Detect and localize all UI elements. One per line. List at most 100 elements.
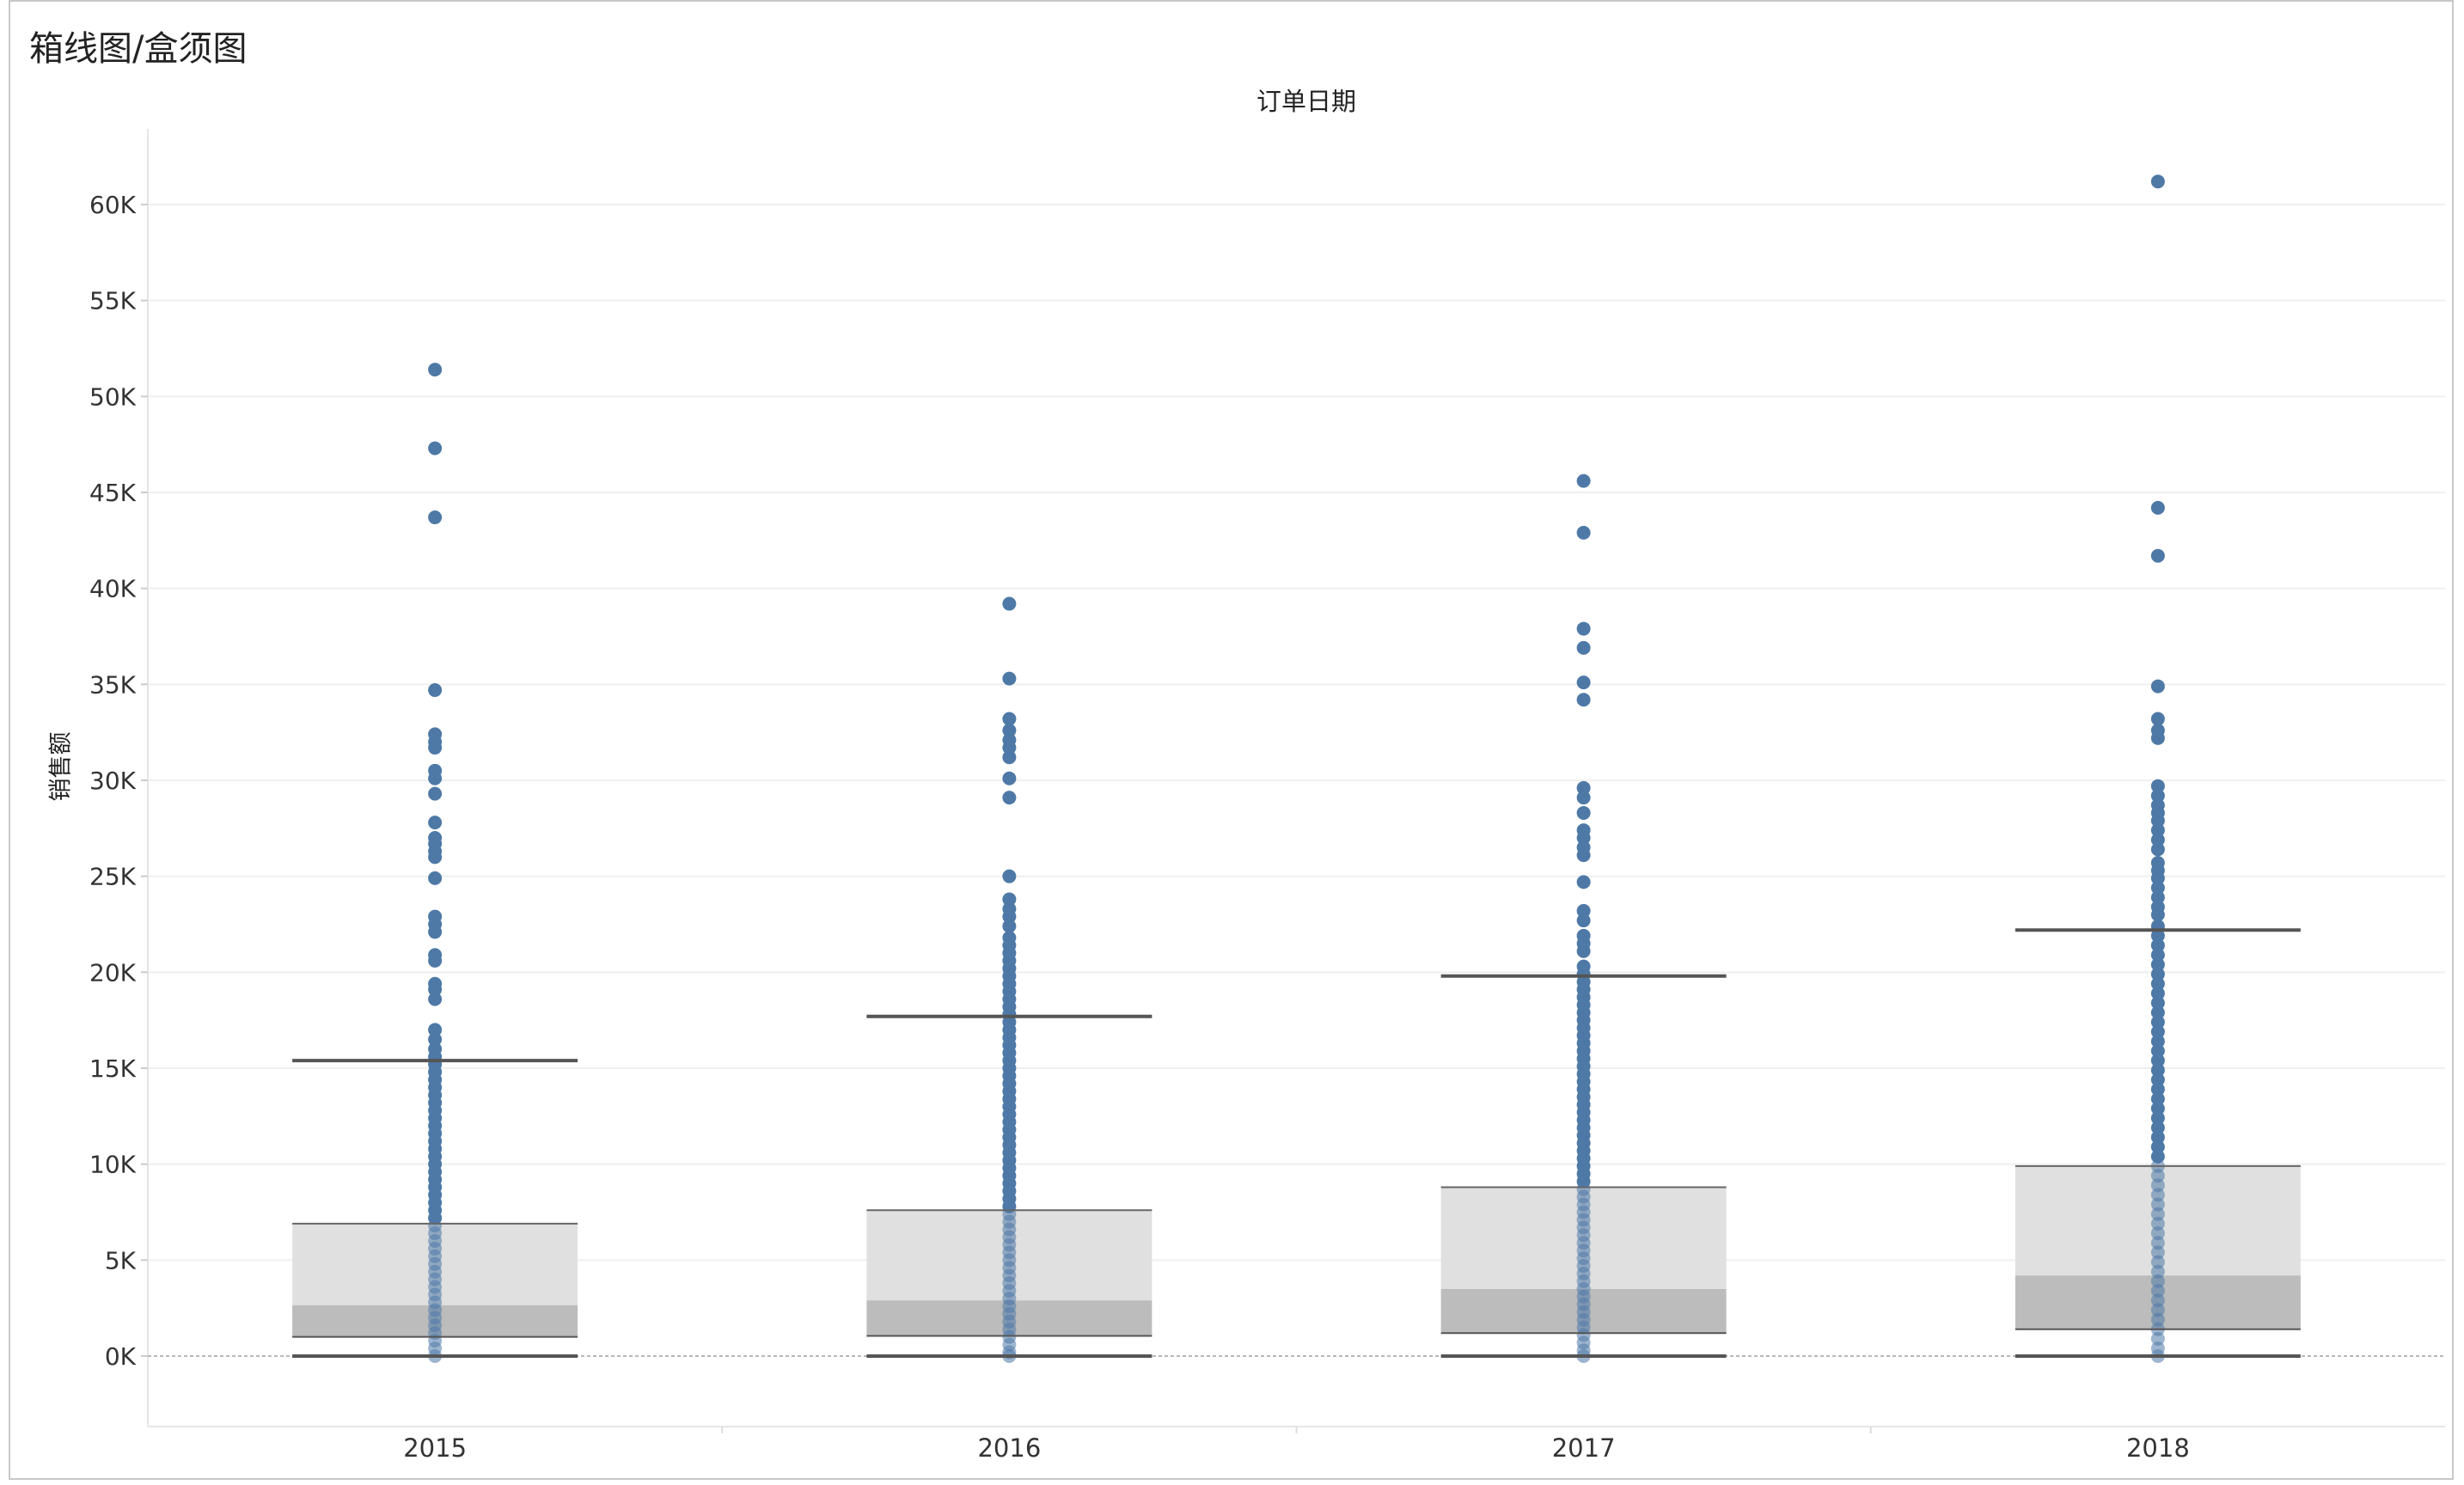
data-point	[1002, 596, 1017, 611]
x-category-label: 2015	[403, 1433, 467, 1463]
data-point	[2150, 174, 2165, 189]
data-point	[2150, 1197, 2165, 1212]
data-point	[1576, 621, 1591, 636]
data-point	[2150, 842, 2165, 857]
y-tick-label: 60K	[89, 191, 137, 219]
x-axis-categories: 2015 2016 2017 2018	[403, 1433, 2190, 1463]
data-point	[428, 771, 443, 785]
y-tick-label: 25K	[89, 863, 137, 891]
data-point	[2150, 788, 2165, 803]
x-category-label: 2016	[977, 1433, 1041, 1463]
data-point	[1576, 693, 1591, 707]
data-point	[2150, 1293, 2165, 1308]
data-point	[2150, 1054, 2165, 1068]
data-point	[428, 786, 443, 801]
data-point	[1576, 903, 1591, 918]
data-point	[2150, 1178, 2165, 1193]
data-point	[2150, 1188, 2165, 1202]
data-point	[428, 510, 443, 525]
data-point	[1002, 869, 1017, 883]
data-point	[2150, 730, 2165, 745]
data-point	[428, 363, 443, 377]
data-point	[2150, 1101, 2165, 1115]
data-point	[2150, 957, 2165, 972]
data-point	[428, 992, 443, 1006]
data-point	[2150, 1236, 2165, 1250]
data-point	[1576, 805, 1591, 820]
data-point	[1002, 750, 1017, 765]
data-point	[2150, 1005, 2165, 1020]
data-point	[1002, 671, 1017, 686]
data-point	[2150, 548, 2165, 563]
data-point	[2150, 1331, 2165, 1346]
data-point	[1576, 944, 1591, 958]
data-point	[428, 850, 443, 865]
data-point	[2150, 1121, 2165, 1135]
data-point	[2150, 823, 2165, 838]
data-point	[1002, 723, 1017, 737]
data-point	[2150, 938, 2165, 953]
column-header: 订单日期	[1256, 87, 1356, 116]
whiskers-layer	[292, 928, 2301, 1358]
data-point	[2150, 976, 2165, 991]
data-point	[1002, 741, 1017, 755]
data-point	[428, 982, 443, 997]
data-point	[2150, 1284, 2165, 1299]
data-point	[2150, 1111, 2165, 1126]
data-point	[1576, 831, 1591, 845]
y-axis-ticks: 0K 5K 10K 15K 20K 25K 30K 35K 40K 45K 50K 55K 60K	[89, 191, 148, 1371]
data-point	[2150, 1024, 2165, 1039]
y-tick-label: 5K	[105, 1246, 137, 1274]
data-point	[2150, 996, 2165, 1011]
data-point	[1002, 771, 1017, 785]
data-point	[2150, 1216, 2165, 1231]
y-tick-label: 35K	[89, 670, 137, 699]
points-layer	[428, 174, 2165, 1363]
data-point	[2150, 779, 2165, 793]
data-point	[2150, 1082, 2165, 1097]
data-point	[2150, 908, 2165, 922]
data-point	[1576, 914, 1591, 928]
data-point	[2150, 967, 2165, 981]
data-point	[428, 925, 443, 939]
data-point	[2150, 1140, 2165, 1154]
y-tick-label: 15K	[89, 1054, 137, 1083]
data-point	[2150, 1274, 2165, 1288]
sheet-title: 箱线图/盒须图	[29, 29, 248, 69]
data-point	[2150, 986, 2165, 1000]
y-tick-label: 30K	[89, 767, 137, 795]
data-point	[428, 871, 443, 885]
data-point	[1002, 712, 1017, 726]
data-point	[428, 683, 443, 698]
boxes-layer	[292, 1165, 2301, 1337]
data-point	[1576, 780, 1591, 795]
data-point	[2150, 881, 2165, 895]
data-point	[2150, 1149, 2165, 1164]
data-point	[2150, 1034, 2165, 1048]
data-point	[428, 953, 443, 968]
data-point	[2150, 1245, 2165, 1260]
y-tick-label: 45K	[89, 479, 137, 507]
data-point	[1002, 791, 1017, 805]
data-point	[428, 741, 443, 755]
data-point	[2150, 1169, 2165, 1183]
data-point	[2150, 679, 2165, 694]
data-point	[1002, 919, 1017, 933]
y-tick-label: 0K	[105, 1342, 137, 1371]
x-category-label: 2017	[1552, 1433, 1616, 1463]
data-point	[2150, 1207, 2165, 1221]
data-point	[2150, 712, 2165, 726]
data-point	[2150, 1226, 2165, 1241]
y-tick-label: 20K	[89, 958, 137, 987]
x-category-label: 2018	[2126, 1433, 2190, 1463]
data-point	[2150, 813, 2165, 828]
data-point	[428, 441, 443, 455]
y-tick-label: 10K	[89, 1151, 137, 1179]
data-point	[428, 816, 443, 830]
data-point	[2150, 500, 2165, 515]
data-point	[2150, 1043, 2165, 1058]
data-point	[1576, 875, 1591, 889]
data-point	[428, 1032, 443, 1047]
data-point	[1576, 640, 1591, 655]
